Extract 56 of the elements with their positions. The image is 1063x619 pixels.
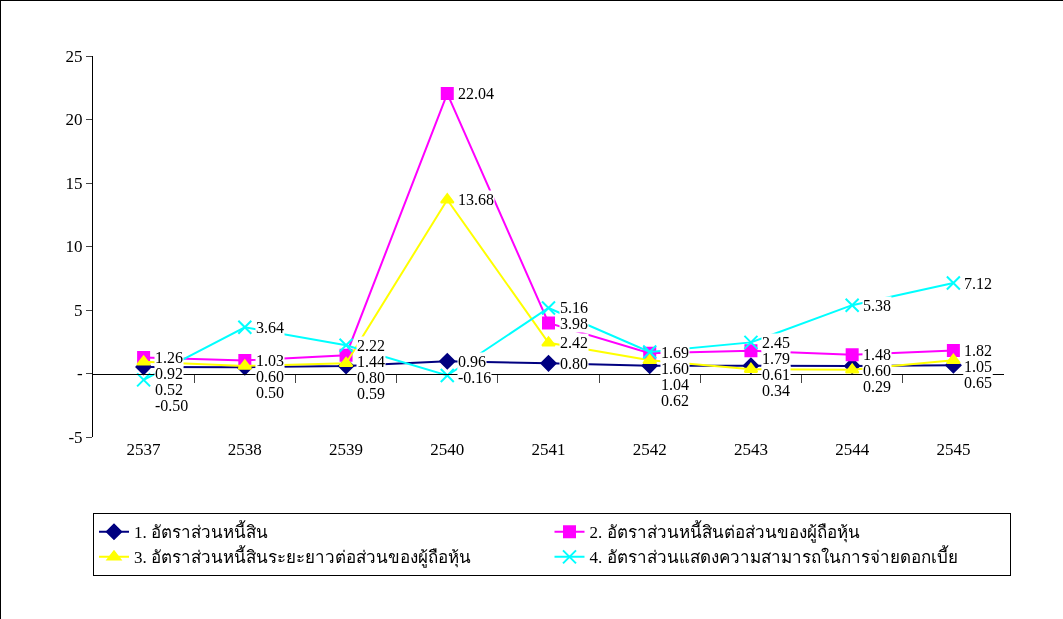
data-label: 0.62: [661, 392, 689, 409]
data-label: 13.68: [458, 191, 494, 208]
data-label: 1.69: [661, 344, 689, 361]
data-label: 0.80: [560, 355, 588, 372]
data-label: 1.60: [661, 360, 689, 377]
x-tick-label: 2541: [531, 440, 566, 459]
data-label: 1.04: [661, 376, 689, 393]
data-label: 1.79: [762, 350, 790, 367]
x-tick-label: 2538: [227, 440, 262, 459]
data-label: 0.96: [458, 353, 486, 370]
legend-label: 2. อัตราส่วนหนี้สินต่อส่วนของผู้ถือหุ้น: [589, 520, 860, 544]
data-label: 0.59: [357, 385, 385, 402]
data-label: -0.16: [458, 369, 492, 386]
data-label: 7.12: [964, 275, 992, 292]
legend-label: 1. อัตราส่วนหนี้สิน: [134, 520, 268, 543]
y-tick-label: 10: [65, 237, 83, 257]
y-tick-label: -: [76, 364, 83, 384]
data-label: 0.65: [964, 374, 992, 391]
y-tick-label: 25: [65, 46, 83, 66]
legend-label: 3. อัตราส่วนหนี้สินระยะยาวต่อส่วนของผู้ถือหุ้น: [134, 545, 471, 569]
data-label: 2.45: [762, 334, 790, 351]
x-tick-label: 2539: [329, 440, 364, 459]
data-label: 3.98: [560, 315, 588, 332]
x-tick-label: 2542: [632, 440, 667, 459]
data-label: 0.60: [863, 362, 891, 379]
data-label: -0.50: [155, 397, 189, 414]
data-label: 2.42: [560, 334, 588, 351]
y-tick-label: -5: [68, 427, 83, 447]
data-label: 0.60: [256, 368, 284, 385]
data-label: 1.44: [357, 353, 385, 370]
data-label: 5.38: [863, 297, 891, 314]
data-label: 5.16: [560, 299, 588, 316]
data-label: 1.26: [155, 349, 183, 366]
x-tick-label: 2545: [936, 440, 971, 459]
x-tick-label: 2537: [126, 440, 162, 459]
y-tick-label: 5: [74, 300, 83, 320]
data-label: 0.61: [762, 366, 790, 383]
x-tick-label: 2543: [733, 440, 768, 459]
data-label: 0.34: [762, 382, 790, 399]
data-label: 0.92: [155, 365, 183, 382]
data-label: 3.64: [256, 319, 284, 336]
data-label: 0.80: [357, 369, 385, 386]
x-tick-label: 2544: [835, 440, 870, 459]
x-tick-label: 2540: [430, 440, 465, 459]
data-label: 2.22: [357, 337, 385, 354]
data-label: 1.03: [256, 352, 284, 369]
data-label: 1.48: [863, 346, 891, 363]
data-label: 1.05: [964, 358, 992, 375]
data-label: 22.04: [458, 85, 494, 102]
y-tick-label: 15: [65, 173, 83, 193]
y-tick-label: 20: [65, 110, 83, 130]
data-label: 0.50: [256, 384, 284, 401]
data-label: 0.29: [863, 378, 891, 395]
legend-label: 4. อัตราส่วนแสดงความสามารถในการจ่ายดอกเบี้ย: [589, 545, 958, 568]
data-label: 0.52: [155, 381, 183, 398]
data-label: 1.82: [964, 342, 992, 359]
